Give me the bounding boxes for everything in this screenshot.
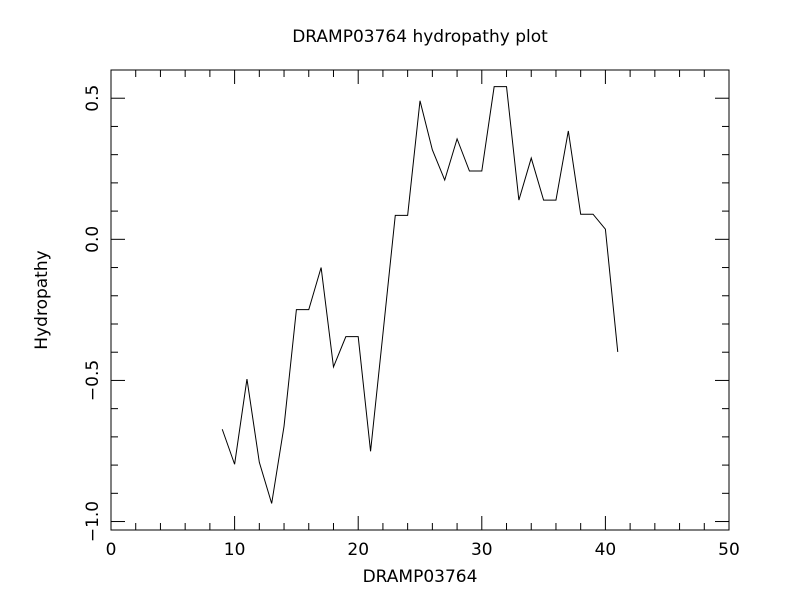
data-line bbox=[221, 86, 619, 504]
y-tick-label: −1.0 bbox=[83, 501, 103, 542]
y-tick-label: 0.0 bbox=[83, 226, 103, 253]
y-axis-label: Hydropathy bbox=[32, 250, 52, 349]
x-axis-label: DRAMP03764 bbox=[363, 567, 478, 587]
chart-title: DRAMP03764 hydropathy plot bbox=[292, 27, 548, 47]
y-tick-label: −0.5 bbox=[83, 360, 103, 401]
y-tick-label: 0.5 bbox=[83, 85, 103, 112]
x-tick-label: 40 bbox=[595, 540, 617, 560]
x-tick-label: 30 bbox=[471, 540, 493, 560]
plot-frame bbox=[110, 69, 730, 531]
x-tick-label: 10 bbox=[224, 540, 246, 560]
x-tick-label: 20 bbox=[347, 540, 369, 560]
x-tick-label: 0 bbox=[106, 540, 117, 560]
x-tick-label: 50 bbox=[718, 540, 740, 560]
